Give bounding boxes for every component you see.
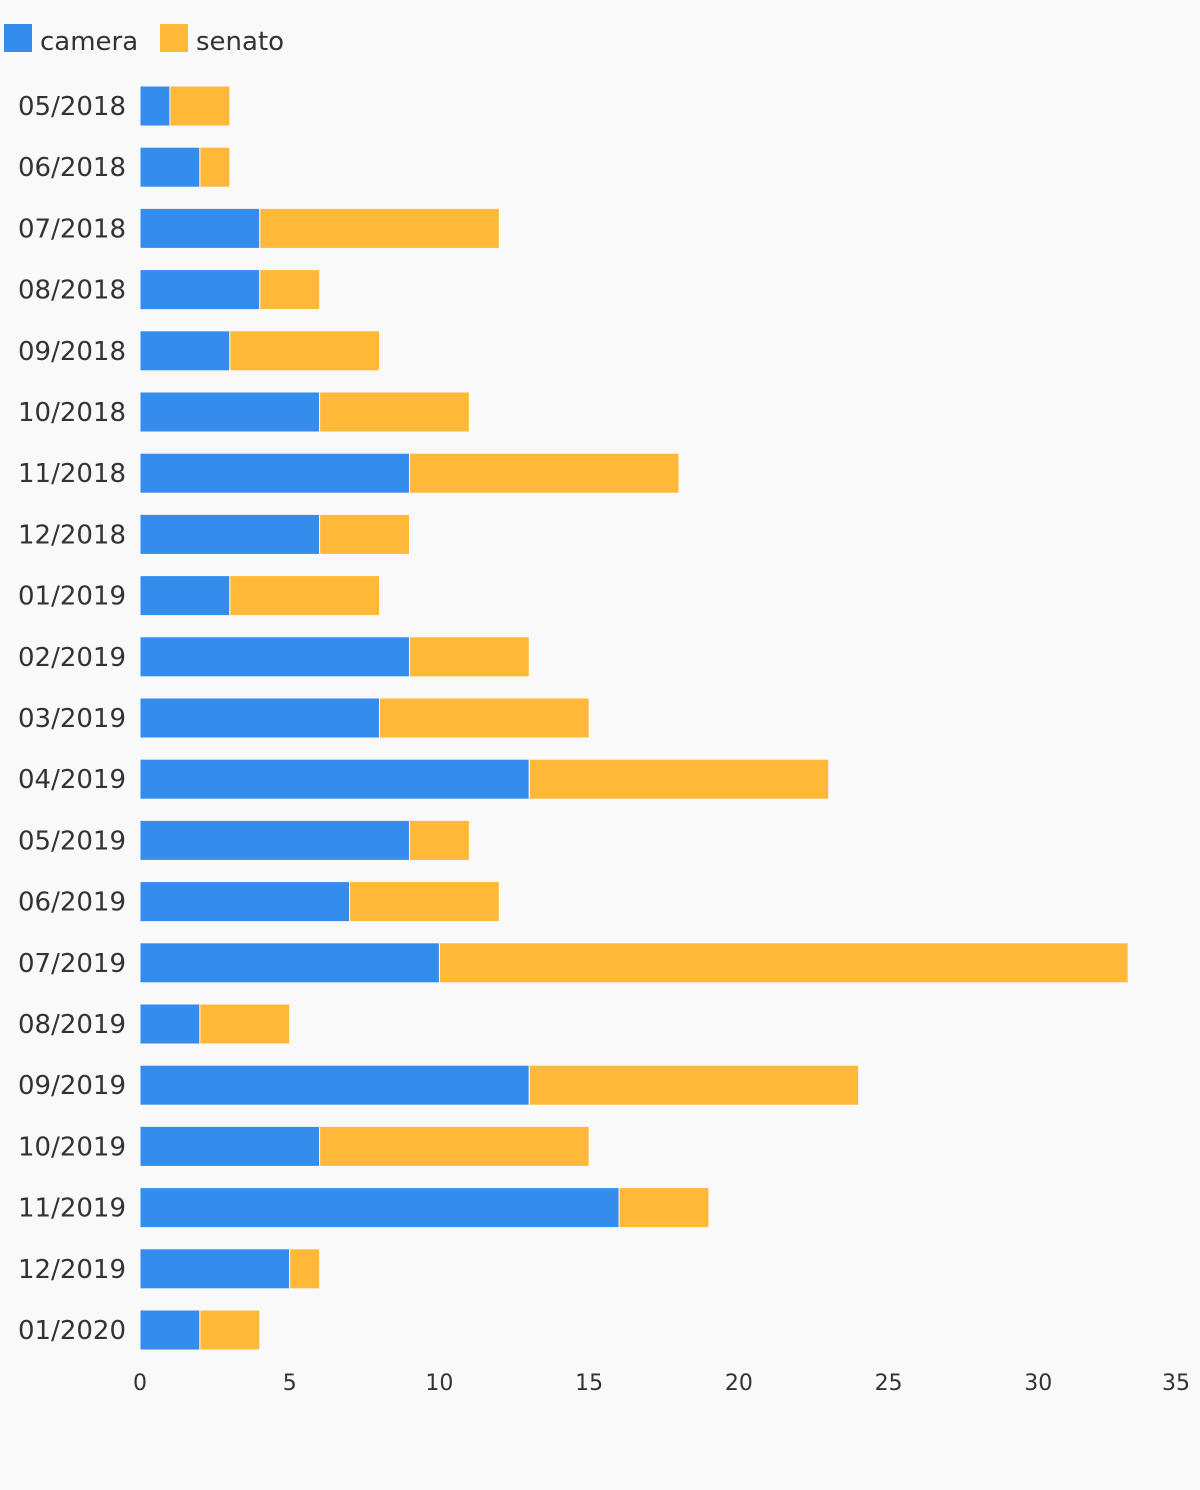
category-label: 04/2019 [18, 765, 126, 795]
category-label: 12/2019 [18, 1255, 126, 1285]
legend-swatch-camera [4, 24, 32, 52]
category-label: 01/2019 [18, 582, 126, 612]
bar-senato-3 [259, 269, 321, 311]
category-label: 08/2018 [18, 276, 126, 306]
category-label: 07/2018 [18, 214, 126, 244]
bar-camera-18 [139, 1187, 620, 1229]
bar-senato-0 [169, 85, 231, 127]
category-label: 11/2019 [18, 1194, 126, 1224]
legend: camera senato [4, 24, 284, 57]
bar-senato-8 [229, 575, 381, 617]
bar-senato-16 [528, 1064, 860, 1106]
bar-senato-4 [229, 330, 381, 372]
x-tick-label: 25 [875, 1371, 903, 1396]
x-tick-label: 20 [725, 1371, 753, 1396]
bar-camera-15 [139, 1003, 201, 1045]
x-tick-label: 10 [425, 1371, 453, 1396]
category-label: 10/2018 [18, 398, 126, 428]
bar-senato-11 [528, 758, 830, 800]
category-label: 08/2019 [18, 1010, 126, 1040]
category-label: 09/2019 [18, 1071, 126, 1101]
bar-camera-3 [139, 269, 261, 311]
category-label: 02/2019 [18, 643, 126, 673]
x-tick-label: 5 [283, 1371, 297, 1396]
bar-senato-6 [408, 452, 680, 494]
legend-label-senato: senato [196, 27, 284, 57]
bar-camera-20 [139, 1309, 201, 1351]
bar-camera-0 [139, 85, 171, 127]
x-axis: 0 5 10 15 20 25 30 35 [133, 1371, 1190, 1396]
x-tick-label: 15 [575, 1371, 603, 1396]
bar-senato-1 [199, 146, 231, 188]
bar-camera-4 [139, 330, 231, 372]
x-tick-label: 30 [1024, 1371, 1052, 1396]
category-label: 05/2019 [18, 826, 126, 856]
category-label: 11/2018 [18, 459, 126, 489]
bar-camera-2 [139, 207, 261, 249]
bar-senato-12 [408, 819, 470, 861]
category-label: 05/2018 [18, 92, 126, 122]
x-tick-label: 0 [133, 1371, 147, 1396]
category-label: 06/2019 [18, 888, 126, 918]
legend-label-camera: camera [40, 27, 138, 57]
bar-camera-8 [139, 575, 231, 617]
bar-senato-17 [319, 1125, 590, 1167]
bar-camera-1 [139, 146, 201, 188]
category-label: 01/2020 [18, 1316, 126, 1346]
bar-senato-7 [319, 513, 410, 555]
bar-senato-18 [618, 1187, 710, 1229]
bar-camera-6 [139, 452, 410, 494]
bar-camera-5 [139, 391, 321, 433]
bar-camera-16 [139, 1064, 530, 1106]
bar-camera-19 [139, 1248, 291, 1290]
bar-senato-9 [408, 636, 530, 678]
category-label: 06/2018 [18, 153, 126, 183]
category-label: 03/2019 [18, 704, 126, 734]
category-label: 12/2018 [18, 520, 126, 550]
bar-camera-13 [139, 881, 351, 923]
bar-senato-20 [199, 1309, 261, 1351]
legend-swatch-senato [160, 24, 188, 52]
bar-senato-19 [289, 1248, 321, 1290]
bar-camera-14 [139, 942, 440, 984]
category-label: 09/2018 [18, 337, 126, 367]
category-label: 07/2019 [18, 949, 126, 979]
category-labels: 05/2018 06/2018 07/2018 08/2018 09/2018 10/20… [18, 92, 126, 1346]
bar-senato-10 [379, 697, 590, 739]
bar-camera-11 [139, 758, 530, 800]
bar-camera-17 [139, 1125, 321, 1167]
bar-camera-12 [139, 819, 410, 861]
bar-senato-2 [259, 207, 500, 249]
bar-senato-15 [199, 1003, 291, 1045]
bar-camera-7 [139, 513, 321, 555]
bar-camera-9 [139, 636, 410, 678]
category-label: 10/2019 [18, 1132, 126, 1162]
bars-group [139, 85, 1129, 1351]
bar-senato-14 [438, 942, 1129, 984]
bar-senato-5 [319, 391, 470, 433]
x-tick-label: 35 [1162, 1371, 1190, 1396]
bar-senato-13 [349, 881, 500, 923]
bar-camera-10 [139, 697, 381, 739]
